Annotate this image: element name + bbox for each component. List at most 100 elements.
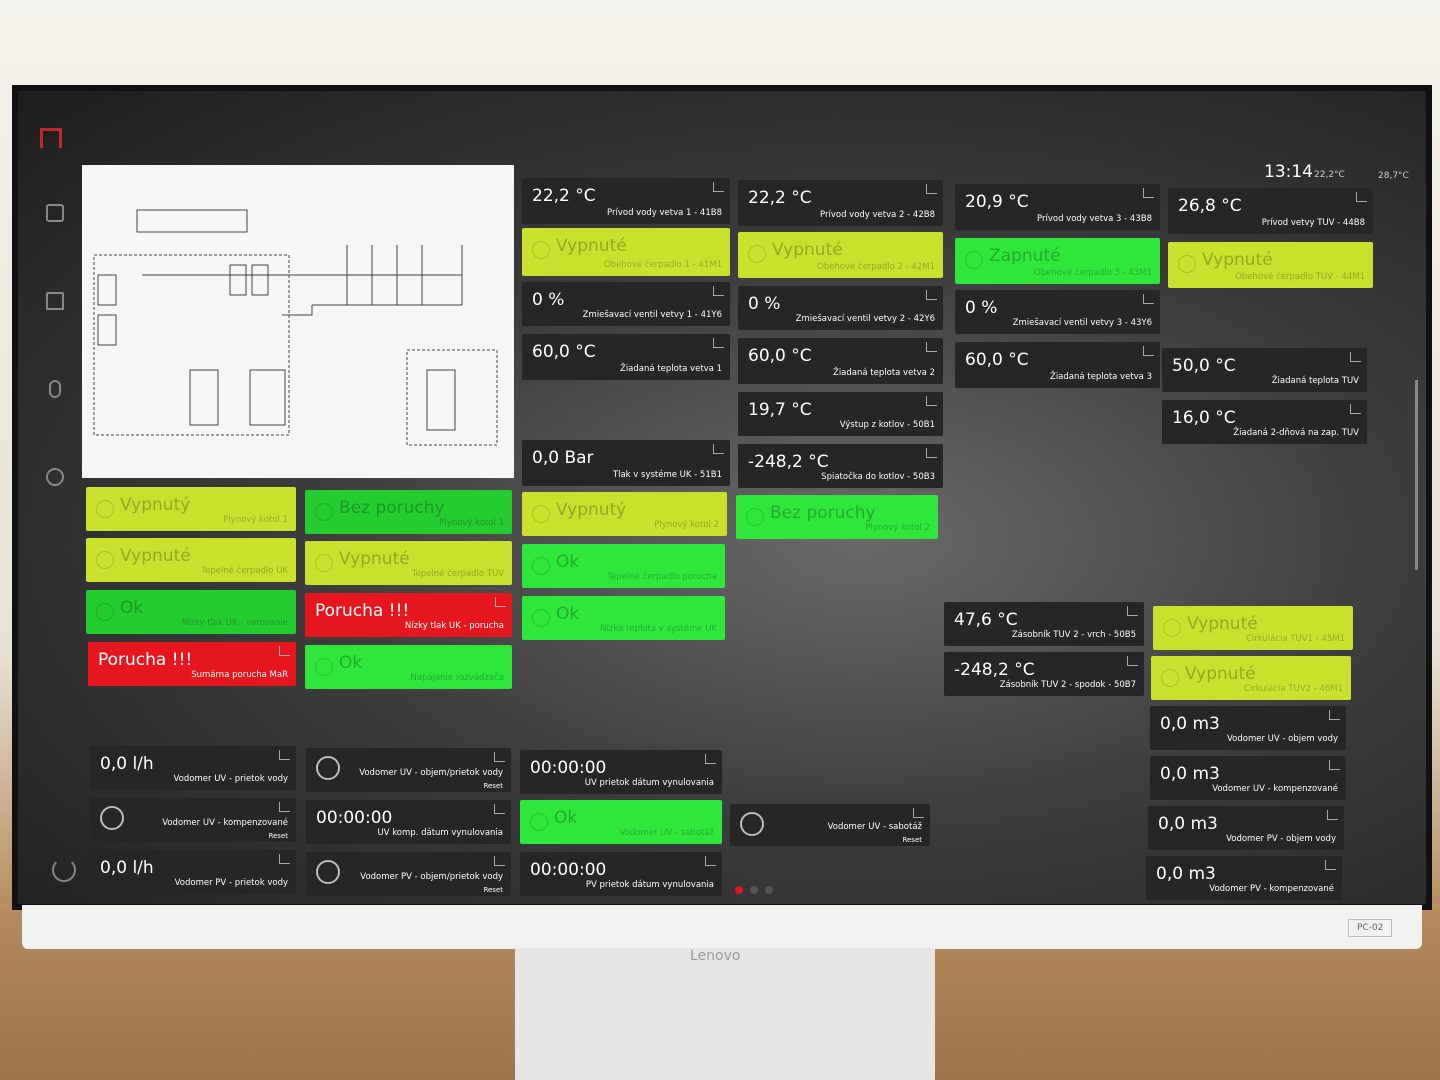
status-tile: 60,0 °C Žiadaná teplota vetva 2 (738, 338, 943, 384)
temp-outdoor: 28,7°C (1378, 171, 1409, 181)
status-tile: Vypnuté Tepelné čerpadlo TUV (305, 541, 512, 585)
tile-value: 0,0 m3 (1156, 864, 1216, 884)
status-tile: Vypnuté Obehové čerpadlo TUV - 44M1 (1168, 242, 1373, 288)
nav-settings-icon[interactable] (46, 468, 64, 486)
trend-icon (1350, 352, 1361, 362)
status-tile: Porucha !!! Sumárna porucha MaR (88, 642, 296, 686)
brand: Lenovo (690, 948, 741, 964)
tile-label: PV prietok dátum vynulovania (585, 880, 714, 890)
trend-icon (926, 342, 937, 352)
trend-icon (279, 802, 290, 812)
reset-icon (740, 812, 764, 836)
trend-icon (279, 750, 290, 760)
trend-icon (713, 338, 724, 348)
tile-value: Ok (339, 653, 363, 673)
page-dot[interactable] (750, 886, 758, 894)
tile-value: 26,8 °C (1178, 196, 1242, 216)
trend-icon (1329, 760, 1340, 770)
trend-icon (279, 646, 290, 656)
tile-label: Vodomer PV - objem/prietok vody (360, 872, 503, 882)
trend-icon (705, 856, 716, 866)
tile-label: Žiadaná teplota TUV (1271, 376, 1359, 386)
tile-label: Zásobník TUV 2 - vrch - 50B5 (1011, 630, 1136, 640)
status-tile: 0,0 Bar Tlak v systéme UK - 51B1 (522, 440, 730, 486)
trend-icon (705, 754, 716, 764)
status-tile: 00:00:00 PV prietok dátum vynulovania (520, 852, 722, 896)
status-tile: Porucha !!! Nízky tlak UK - porucha (305, 593, 512, 637)
trend-icon (1350, 404, 1361, 414)
tile-value: -248,2 °C (954, 660, 1035, 680)
status-tile: -248,2 °C Zásobník TUV 2 - spodok - 50B7 (944, 652, 1144, 696)
trend-icon (1143, 346, 1154, 356)
status-tile: 47,6 °C Zásobník TUV 2 - vrch - 50B5 (944, 602, 1144, 646)
nav-grid-icon[interactable] (46, 204, 64, 222)
tile-label: Zmiešavací ventil vetvy 3 - 43Y6 (1012, 318, 1152, 328)
tile-value: Vypnuté (556, 236, 627, 256)
monitor-stand: Lenovo (515, 948, 935, 1080)
tile-label: Spiatočka do kotlov - 50B3 (821, 472, 935, 482)
status-tile: 0 % Zmiešavací ventil vetvy 3 - 43Y6 (955, 290, 1160, 334)
status-tile: Zapnuté Obehové čerpadlo 3 - 43M1 (955, 238, 1160, 284)
status-tile[interactable]: Reset Vodomer UV - kompenzované (90, 798, 296, 842)
tile-value: 50,0 °C (1172, 356, 1236, 376)
reset-label: Reset (483, 886, 503, 894)
tile-label: Zmiešavací ventil vetvy 1 - 41Y6 (582, 310, 722, 320)
tile-label: Cirkulácia TUV1 - 45M1 (1245, 634, 1345, 644)
status-tile[interactable]: Reset Vodomer UV - objem/prietok vody (306, 748, 511, 792)
tile-label: Vodomer PV - kompenzované (1209, 884, 1334, 894)
tile-label: Nízka teplota v systéme UK (600, 624, 717, 634)
status-tile: 0,0 l/h Vodomer PV - prietok vody (90, 850, 296, 894)
nav-device-icon[interactable] (49, 380, 61, 398)
tile-label: Žiadaná teplota vetva 3 (1050, 372, 1152, 382)
tile-value: Vypnuté (772, 240, 843, 260)
refresh-icon[interactable] (52, 858, 76, 882)
trend-icon (494, 856, 505, 866)
tile-value: Vypnuté (120, 546, 191, 566)
tile-value: Vypnutý (556, 500, 627, 520)
tile-value: 20,9 °C (965, 192, 1029, 212)
scrollbar[interactable] (1415, 380, 1418, 570)
trend-icon (713, 286, 724, 296)
trend-icon (494, 804, 505, 814)
trend-icon (713, 182, 724, 192)
tile-value: 0,0 l/h (100, 858, 154, 878)
tile-value: 19,7 °C (748, 400, 812, 420)
tile-label: Nízky tlak UK - porucha (404, 621, 504, 631)
tile-value: 0,0 m3 (1158, 814, 1218, 834)
tile-value: Porucha !!! (315, 601, 410, 621)
status-tile: 0 % Zmiešavací ventil vetvy 2 - 42Y6 (738, 286, 943, 330)
tile-label: Vodomer UV - objem vody (1227, 734, 1338, 744)
status-tile: 22,2 °C Prívod vody vetva 1 - 41B8 (522, 178, 730, 224)
status-tile: 0,0 m3 Vodomer UV - objem vody (1150, 706, 1346, 750)
tile-label: Plynový kotol 1 (439, 518, 504, 528)
trend-icon (1127, 656, 1138, 666)
status-tile: 22,2 °C Prívod vody vetva 2 - 42B8 (738, 180, 943, 226)
status-tile[interactable]: Reset Vodomer PV - objem/prietok vody (306, 852, 511, 896)
tile-label: Sumárna porucha MaR (191, 670, 288, 680)
trend-icon (1325, 860, 1336, 870)
trend-icon (1327, 810, 1338, 820)
tile-value: Vypnuté (339, 549, 410, 569)
tile-label: Vodomer UV - sabotáž (827, 822, 922, 832)
tile-value: Vypnutý (120, 495, 191, 515)
trend-icon (926, 184, 937, 194)
page-dot[interactable] (765, 886, 773, 894)
tile-label: Vodomer UV - kompenzované (1212, 784, 1338, 794)
tile-value: Bez poruchy (770, 503, 876, 523)
status-tile: 60,0 °C Žiadaná teplota vetva 1 (522, 334, 730, 380)
tile-value: Ok (554, 808, 578, 828)
page-dot[interactable] (735, 886, 743, 894)
tile-value: 0,0 m3 (1160, 714, 1220, 734)
status-tile: 26,8 °C Prívod vetvy TUV - 44B8 (1168, 188, 1373, 234)
status-tile: Vypnuté Obehové čerpadlo 2 - 42M1 (738, 232, 943, 278)
tile-value: 0 % (532, 290, 565, 310)
status-tile[interactable]: Reset Vodomer UV - sabotáž (730, 804, 930, 846)
status-tile: 50,0 °C Žiadaná teplota TUV (1162, 348, 1367, 392)
tile-label: Zásobník TUV 2 - spodok - 50B7 (999, 680, 1136, 690)
nav-home-icon[interactable] (46, 292, 64, 310)
tile-label: Žiadaná teplota vetva 2 (833, 368, 935, 378)
status-tile: 0 % Zmiešavací ventil vetvy 1 - 41Y6 (522, 282, 730, 326)
status-tile: 60,0 °C Žiadaná teplota vetva 3 (955, 342, 1160, 388)
tile-label: Žiadaná 2-dňová na zap. TUV (1233, 428, 1359, 438)
status-tile: 20,9 °C Prívod vody vetva 3 - 43B8 (955, 184, 1160, 230)
